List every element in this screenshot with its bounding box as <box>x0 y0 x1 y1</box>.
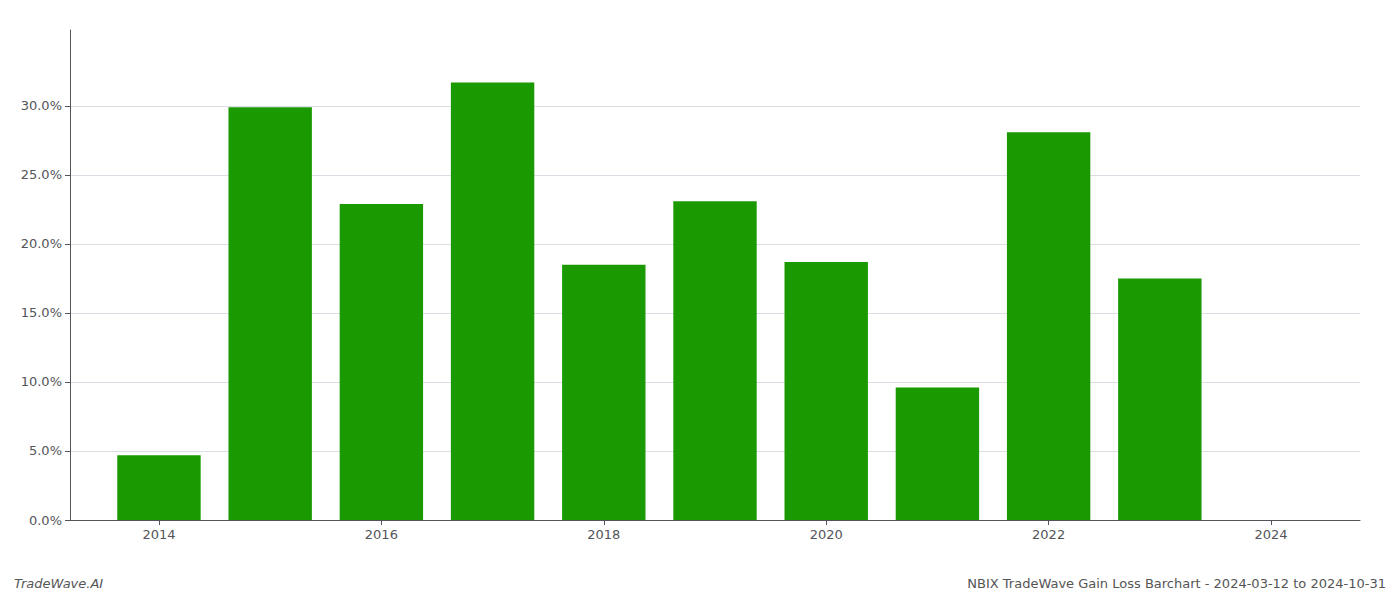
svg-text:30.0%: 30.0% <box>21 98 62 113</box>
svg-text:TradeWave.AI: TradeWave.AI <box>14 576 103 591</box>
svg-text:10.0%: 10.0% <box>21 374 62 389</box>
svg-text:2014: 2014 <box>142 527 175 542</box>
svg-text:2016: 2016 <box>365 527 398 542</box>
svg-text:2018: 2018 <box>587 527 620 542</box>
svg-text:25.0%: 25.0% <box>21 167 62 182</box>
svg-text:20.0%: 20.0% <box>21 236 62 251</box>
svg-text:5.0%: 5.0% <box>29 443 62 458</box>
svg-text:NBIX TradeWave Gain Loss Barch: NBIX TradeWave Gain Loss Barchart - 2024… <box>967 576 1386 591</box>
svg-text:2022: 2022 <box>1032 527 1065 542</box>
svg-text:0.0%: 0.0% <box>29 513 62 528</box>
svg-text:2020: 2020 <box>810 527 843 542</box>
svg-text:2024: 2024 <box>1254 527 1287 542</box>
svg-text:15.0%: 15.0% <box>21 305 62 320</box>
